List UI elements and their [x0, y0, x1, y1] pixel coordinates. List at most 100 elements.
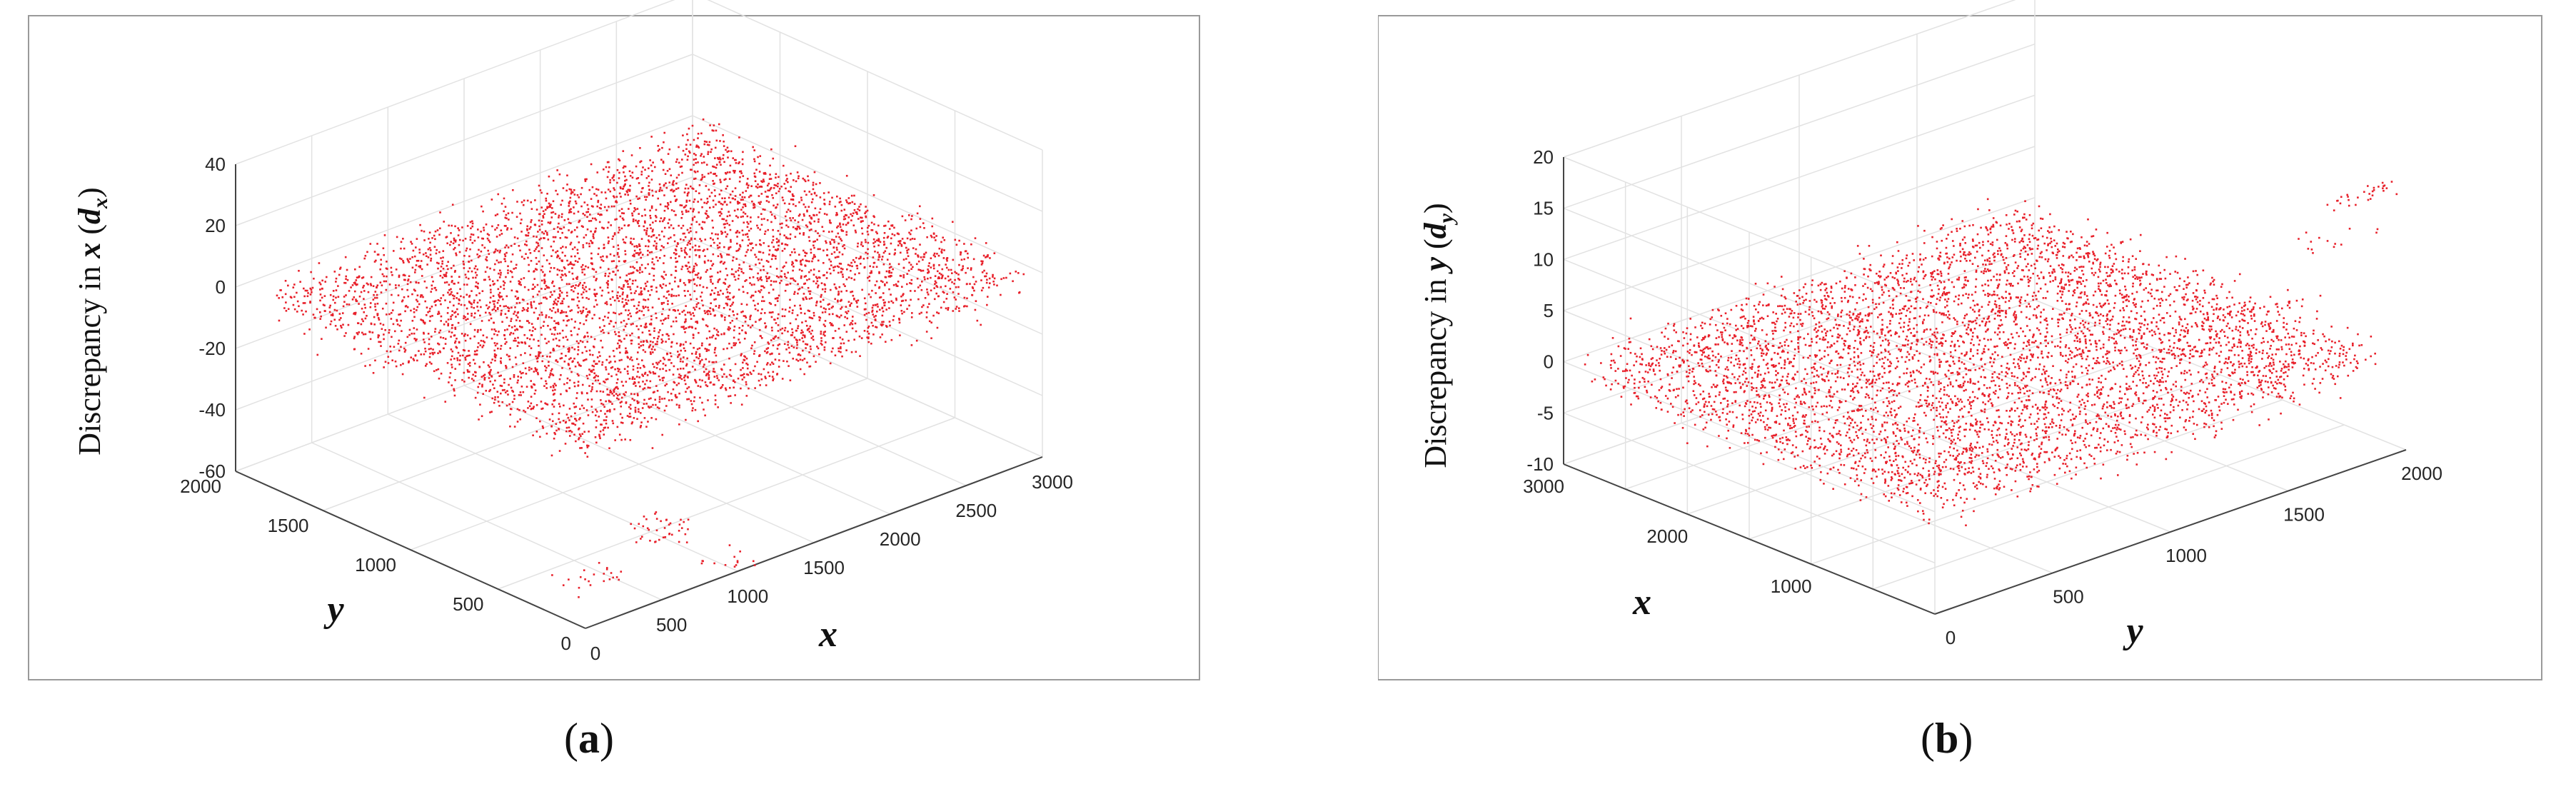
- data-point: [443, 275, 446, 277]
- data-point: [719, 270, 722, 273]
- data-point: [568, 221, 570, 224]
- data-point: [449, 372, 452, 374]
- data-point: [535, 417, 538, 419]
- data-point: [764, 230, 767, 233]
- data-point: [922, 256, 925, 258]
- data-point: [422, 253, 425, 256]
- data-point: [568, 348, 570, 351]
- data-point: [493, 387, 495, 390]
- data-point: [863, 308, 866, 311]
- data-point: [670, 346, 673, 348]
- data-point: [715, 203, 717, 206]
- data-point: [597, 199, 600, 202]
- data-point: [418, 248, 421, 251]
- data-point: [738, 162, 740, 165]
- data-point: [789, 322, 792, 325]
- data-point: [688, 127, 690, 130]
- data-point: [713, 361, 715, 363]
- data-point: [576, 252, 579, 254]
- data-point: [883, 231, 886, 234]
- data-point: [940, 251, 942, 253]
- data-point: [875, 315, 877, 317]
- data-point: [526, 229, 528, 231]
- data-point: [773, 184, 776, 186]
- data-point: [581, 433, 584, 436]
- data-point: [606, 286, 609, 289]
- data-point: [705, 368, 708, 371]
- data-point: [330, 320, 333, 323]
- data-point: [311, 291, 313, 293]
- data-point: [702, 304, 704, 307]
- data-point: [845, 306, 847, 308]
- data-point: [684, 349, 687, 352]
- data-point: [695, 161, 697, 164]
- data-point: [699, 361, 702, 363]
- data-point: [525, 240, 528, 243]
- data-point: [602, 255, 604, 258]
- data-point: [414, 289, 416, 292]
- data-point: [723, 197, 726, 200]
- data-point: [808, 221, 811, 223]
- data-point: [617, 248, 620, 250]
- data-point: [706, 144, 709, 146]
- data-point: [363, 257, 366, 260]
- data-point: [742, 310, 744, 313]
- data-point: [785, 243, 787, 246]
- data-point: [756, 361, 758, 363]
- data-point: [620, 196, 622, 198]
- data-point: [443, 273, 446, 276]
- data-point: [644, 323, 647, 326]
- data-point: [788, 203, 790, 205]
- data-point: [862, 220, 864, 222]
- data-point: [974, 237, 977, 239]
- data-point: [840, 346, 842, 348]
- data-point: [876, 239, 878, 241]
- data-point: [635, 311, 638, 314]
- data-point: [877, 238, 880, 241]
- data-point: [737, 278, 740, 280]
- data-point: [712, 226, 715, 229]
- data-point: [559, 227, 561, 230]
- data-point: [600, 410, 602, 412]
- data-point: [728, 342, 730, 345]
- data-point: [612, 350, 615, 352]
- data-point: [698, 331, 700, 334]
- data-point: [885, 276, 887, 278]
- data-point: [409, 258, 411, 260]
- data-point: [720, 189, 723, 192]
- data-point: [619, 401, 622, 404]
- data-point: [776, 185, 779, 188]
- data-point: [464, 238, 467, 240]
- data-point: [481, 290, 484, 293]
- data-point: [667, 153, 670, 155]
- data-point: [843, 247, 846, 250]
- data-point: [643, 366, 645, 368]
- data-point: [429, 352, 431, 355]
- data-point: [576, 304, 579, 307]
- data-point: [675, 384, 678, 386]
- data-point: [714, 403, 717, 406]
- data-point: [540, 223, 543, 226]
- data-point: [726, 253, 728, 256]
- data-point: [500, 296, 503, 298]
- data-point: [740, 353, 743, 356]
- data-point: [717, 271, 719, 273]
- data-point: [515, 267, 517, 269]
- data-point: [538, 351, 540, 353]
- data-point: [618, 393, 621, 396]
- data-point: [591, 242, 593, 244]
- data-point: [628, 318, 630, 321]
- data-point: [629, 334, 631, 337]
- data-point: [566, 320, 569, 322]
- data-point: [705, 324, 708, 326]
- data-point: [673, 381, 676, 384]
- grid-line: [692, 238, 1043, 396]
- data-point: [972, 276, 975, 278]
- data-point: [803, 358, 806, 360]
- data-point: [806, 210, 808, 213]
- data-point: [715, 298, 717, 301]
- data-point: [753, 206, 756, 208]
- data-point: [760, 258, 763, 261]
- data-point: [590, 406, 593, 408]
- data-point: [767, 261, 770, 263]
